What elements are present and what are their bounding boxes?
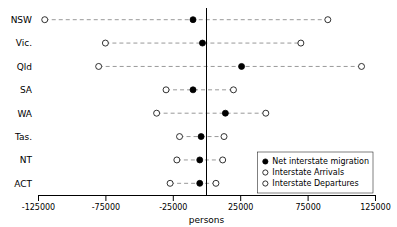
x-tick: 125000 (360, 195, 391, 212)
dot (263, 110, 269, 116)
dot (167, 180, 173, 186)
x-tick-mark (173, 195, 174, 201)
dot (190, 87, 196, 93)
dot (213, 180, 219, 186)
chart-container: -125000 -75000 -25000 25000 75000 125000 NSW Vi… (0, 0, 397, 227)
series-0 (190, 17, 245, 187)
y-tick: NSW (11, 15, 32, 25)
x-tick-label: -125000 (22, 203, 55, 212)
x-tick-label: 125000 (360, 203, 391, 212)
legend-item: Interstate Arrivals (263, 168, 344, 177)
legend-marker (263, 181, 268, 186)
x-tick-mark (105, 195, 106, 201)
y-tick-label: ACT (14, 179, 32, 189)
y-tick-label: Qld (17, 62, 32, 72)
x-tick-label: -75000 (92, 203, 120, 212)
plot: -125000 -75000 -25000 25000 75000 125000 NSW Vi… (11, 8, 391, 212)
x-tick: -75000 (92, 195, 120, 212)
y-axis: NSW Vic. Qld SA WA Tas. NT ACT (11, 15, 33, 189)
y-tick: WA (17, 109, 32, 119)
y-tick-label: NT (20, 155, 33, 165)
dot (198, 134, 204, 140)
x-axis-line (39, 196, 376, 202)
y-tick-label: Vic. (16, 38, 32, 48)
y-tick: Vic. (16, 38, 32, 48)
dot (177, 134, 183, 140)
dot (174, 157, 180, 163)
legend-item: Interstate Departures (263, 179, 359, 188)
connector (45, 19, 328, 20)
x-tick-mark (240, 195, 241, 201)
y-tick: NT (20, 155, 33, 165)
chart: -125000 -75000 -25000 25000 75000 125000 NSW Vi… (0, 0, 397, 227)
y-tick-label: SA (20, 85, 33, 95)
x-axis: -125000 -75000 -25000 25000 75000 125000 (22, 195, 391, 212)
dot (154, 110, 160, 116)
legend-label: Interstate Arrivals (272, 168, 344, 177)
x-tick-mark (38, 195, 39, 201)
dot (222, 110, 228, 116)
y-tick-label: WA (17, 109, 32, 119)
dot (190, 17, 196, 23)
dot (220, 157, 226, 163)
x-tick: 25000 (228, 195, 253, 212)
dot (298, 40, 304, 46)
legend-marker (263, 159, 268, 164)
dot (102, 40, 108, 46)
legend-label: Interstate Departures (272, 179, 358, 188)
y-tick: SA (20, 85, 33, 95)
dot (359, 63, 365, 69)
connector (99, 66, 362, 67)
legend-label: Net interstate migration (272, 157, 369, 166)
x-tick-mark (308, 195, 309, 201)
x-tick: 75000 (295, 195, 320, 212)
dot (239, 63, 245, 69)
legend: Net interstate migration Interstate Arriv… (257, 152, 373, 193)
connector (157, 113, 266, 114)
y-tick: Tas. (14, 132, 32, 142)
dot (199, 40, 205, 46)
y-tick: Qld (17, 62, 32, 72)
x-tick-label: 25000 (228, 203, 253, 212)
dot (163, 87, 169, 93)
dot (230, 87, 236, 93)
dot (221, 134, 227, 140)
x-tick: -25000 (159, 195, 187, 212)
y-tick-label: Tas. (14, 132, 32, 142)
connector (170, 183, 216, 184)
connector (166, 89, 233, 90)
series-2 (42, 17, 183, 187)
y-tick: ACT (14, 179, 32, 189)
dot (42, 17, 48, 23)
x-tick-mark (375, 195, 376, 201)
dot (197, 157, 203, 163)
legend-item: Net interstate migration (263, 157, 369, 166)
reference-line (206, 8, 207, 195)
dot (325, 17, 331, 23)
x-tick-label: -25000 (159, 203, 187, 212)
legend-frame (257, 152, 373, 193)
x-axis-title: persons (189, 215, 225, 225)
x-tick: -125000 (22, 195, 55, 212)
x-tick-label: 75000 (295, 203, 320, 212)
dot (197, 180, 203, 186)
dot (96, 63, 102, 69)
legend-marker (263, 170, 268, 175)
y-tick-label: NSW (11, 15, 32, 25)
